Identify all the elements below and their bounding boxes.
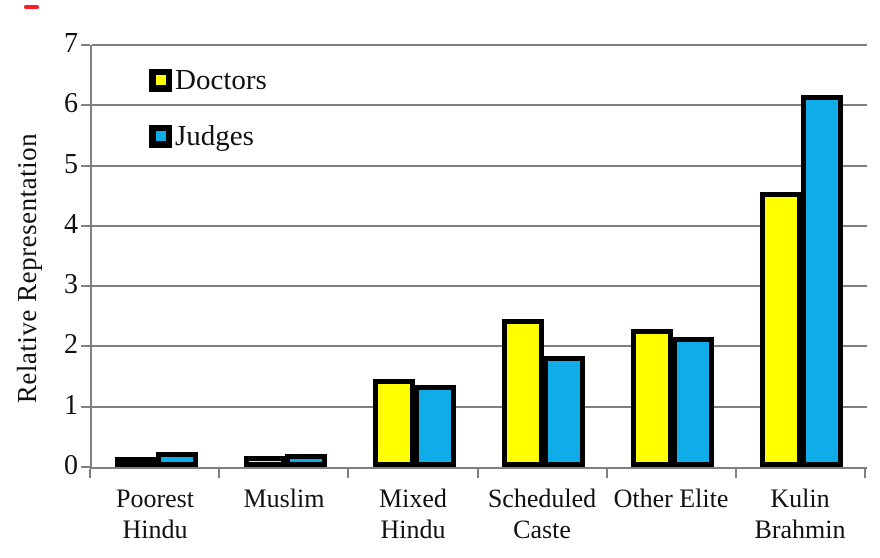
y-tick-label-6: 6 <box>64 88 78 120</box>
gridline-7 <box>92 44 867 46</box>
gridline-1 <box>92 405 867 408</box>
plot-area <box>90 44 867 469</box>
y-tick-mark-5 <box>81 164 90 167</box>
bar-doctors-5 <box>760 192 802 467</box>
bar-judges-3 <box>543 356 585 467</box>
y-tick-mark-0 <box>81 466 90 468</box>
y-tick-mark-4 <box>81 224 90 227</box>
red-dash-mark <box>24 5 39 9</box>
legend-swatch-doctors <box>149 68 172 92</box>
bar-judges-0 <box>156 452 198 467</box>
x-category-label-5: Kulin Brahmin <box>754 484 846 544</box>
bar-doctors-4 <box>631 329 673 467</box>
x-category-label-2: Mixed Hindu <box>379 484 447 544</box>
x-tick-mark-2 <box>347 469 349 478</box>
bar-doctors-2 <box>373 379 415 467</box>
x-tick-mark-1 <box>218 469 220 478</box>
y-tick-mark-3 <box>81 285 90 288</box>
y-tick-label-5: 5 <box>64 148 78 180</box>
x-category-label-0: Poorest Hindu <box>116 484 194 544</box>
legend-label-judges: Judges <box>175 120 254 152</box>
x-category-label-4: Other Elite <box>613 484 729 513</box>
legend-item-doctors: Doctors <box>149 64 267 96</box>
y-tick-mark-6 <box>81 104 90 107</box>
legend-swatch-color-judges <box>155 131 166 141</box>
y-tick-mark-7 <box>81 44 90 46</box>
legend-swatch-color-doctors <box>155 75 166 85</box>
legend-item-judges: Judges <box>149 120 267 152</box>
legend-label-doctors: Doctors <box>175 64 267 96</box>
y-tick-label-4: 4 <box>64 208 78 240</box>
gridline-5 <box>92 164 867 167</box>
legend: Doctors Judges <box>149 66 267 178</box>
y-tick-label-0: 0 <box>64 450 78 481</box>
y-tick-label-7: 7 <box>64 28 78 59</box>
y-tick-label-3: 3 <box>64 269 78 301</box>
y-tick-mark-1 <box>81 405 90 408</box>
x-tick-mark-5 <box>735 469 737 478</box>
y-tick-mark-2 <box>81 345 90 348</box>
bar-judges-1 <box>285 454 327 467</box>
y-tick-label-2: 2 <box>64 329 78 361</box>
x-tick-mark-0 <box>89 469 91 478</box>
y-tick-label-1: 1 <box>64 389 78 421</box>
gridline-6 <box>92 104 867 107</box>
bar-doctors-0 <box>115 457 157 467</box>
bar-judges-4 <box>672 337 714 467</box>
gridline-3 <box>92 285 867 288</box>
bar-judges-2 <box>414 385 456 467</box>
x-tick-mark-4 <box>606 469 608 478</box>
bar-doctors-1 <box>244 456 286 467</box>
x-tick-mark-3 <box>477 469 479 478</box>
bar-judges-5 <box>801 95 843 467</box>
x-tick-mark-6 <box>864 469 866 478</box>
bar-doctors-3 <box>502 319 544 467</box>
gridline-2 <box>92 345 867 348</box>
x-category-label-1: Muslim <box>243 484 325 513</box>
legend-swatch-judges <box>149 124 172 148</box>
gridline-4 <box>92 224 867 227</box>
x-category-label-3: Scheduled Caste <box>487 484 597 544</box>
